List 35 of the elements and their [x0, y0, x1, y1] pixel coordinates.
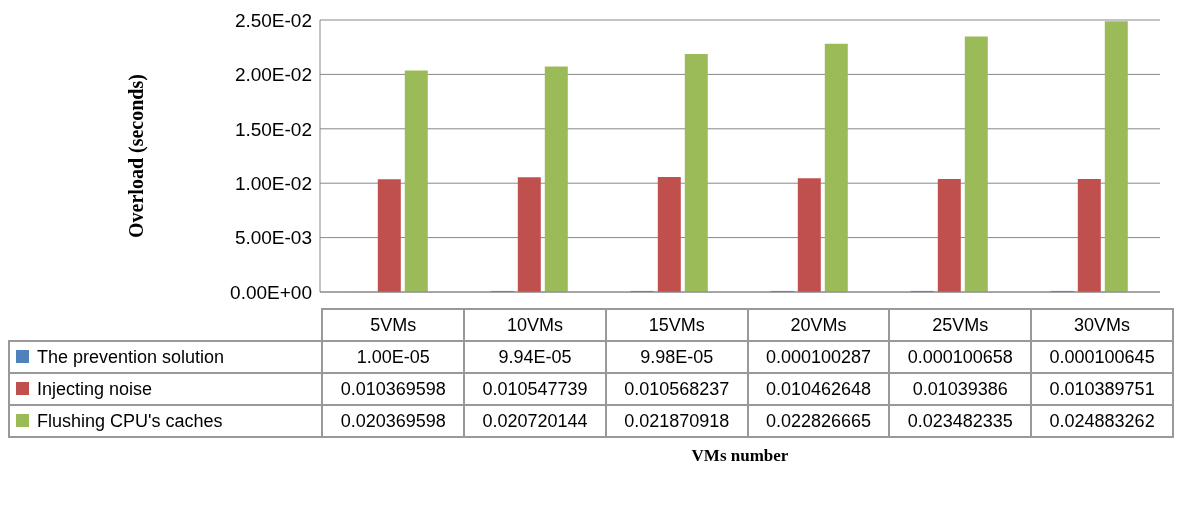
data-label: 0.023482335 [889, 405, 1032, 437]
data-label: 0.022826665 [747, 405, 890, 437]
x-tick-label: 20VMs [747, 309, 890, 341]
data-label: 9.94E-05 [464, 341, 606, 373]
y-tick-label: 1.00E-02 [234, 172, 312, 194]
data-label: 0.020720144 [464, 405, 606, 437]
text: VMs number [690, 446, 790, 466]
y-tick-label: 1.50E-02 [234, 118, 312, 140]
data-label: 0.010389751 [1031, 373, 1173, 405]
y-tick-label: 2.50E-02 [234, 9, 312, 31]
y-tick-label: 2.00E-02 [234, 64, 312, 86]
y-tick-label: 5.00E-03 [234, 227, 312, 249]
data-label: 0.01039386 [889, 373, 1032, 405]
x-tick-label: 15VMs [605, 309, 748, 341]
data-label: 0.010568237 [605, 373, 748, 405]
data-label: 0.000100645 [1031, 341, 1173, 373]
legend-label: Injecting noise [9, 373, 323, 405]
data-label: 1.00E-05 [322, 341, 465, 373]
data-label: 9.98E-05 [605, 341, 748, 373]
data-label: 0.021870918 [605, 405, 748, 437]
y-axis-title: Overload (seconds) [125, 74, 149, 238]
legend-label: The prevention solution [9, 341, 323, 373]
x-tick-label: 30VMs [1031, 309, 1173, 341]
x-tick-label: 5VMs [322, 309, 465, 341]
data-label: 0.020369598 [322, 405, 465, 437]
data-label: 0.010369598 [322, 373, 465, 405]
data-label: 0.010462648 [747, 373, 890, 405]
data-label: 0.024883262 [1031, 405, 1173, 437]
data-label: 0.000100658 [889, 341, 1032, 373]
data-label: 0.000100287 [747, 341, 890, 373]
y-tick-label: 0.00E+00 [230, 281, 312, 303]
x-tick-label: 10VMs [464, 309, 606, 341]
legend-label: Flushing CPU's caches [9, 405, 323, 437]
data-label: 0.010547739 [464, 373, 606, 405]
x-tick-label: 25VMs [889, 309, 1032, 341]
